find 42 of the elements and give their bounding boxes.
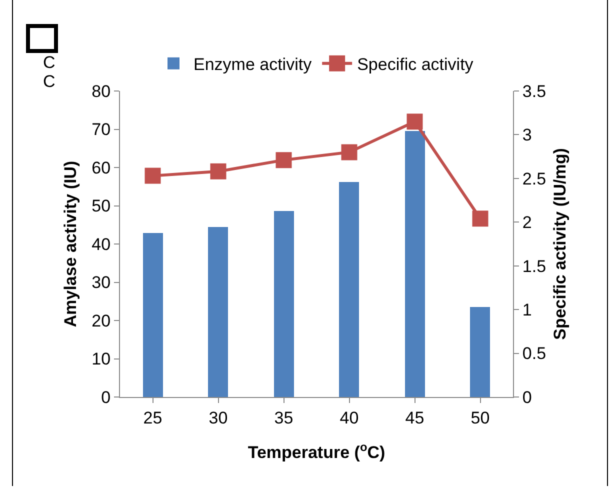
x-tick-label: 35 <box>274 408 294 428</box>
point <box>341 144 358 160</box>
y-tick-label: 70 <box>92 120 111 140</box>
y2-tick-label: 3 <box>522 126 532 145</box>
y-tick-label: 0 <box>101 388 111 407</box>
y2-tick-label: 0.5 <box>522 344 546 364</box>
point <box>210 163 226 180</box>
bar <box>405 131 425 397</box>
y-tick-label: 50 <box>92 196 111 216</box>
y-tick-label: 40 <box>92 234 111 254</box>
y2-tick-label: 1 <box>522 300 532 320</box>
point <box>406 114 423 130</box>
y2-tick-label: 2.5 <box>522 169 546 188</box>
bar <box>274 211 294 397</box>
y-axis-title: Amylase activity (IU) <box>61 160 80 328</box>
text: C <box>43 72 56 91</box>
bar <box>470 307 490 397</box>
x-tick-label: 50 <box>470 408 490 428</box>
y2-tick-label: 2 <box>522 213 532 232</box>
bar <box>143 233 163 397</box>
point <box>276 152 292 168</box>
y-tick-label: 30 <box>92 273 111 292</box>
bar <box>339 182 359 397</box>
y2-tick-label: 0 <box>522 388 532 407</box>
bar <box>208 227 228 397</box>
point <box>472 210 488 227</box>
x-tick-label: 45 <box>405 408 424 428</box>
legend-label: Specific activity <box>357 55 474 74</box>
y2-tick-label: 3.5 <box>522 82 546 101</box>
y-tick-label: 20 <box>92 311 111 330</box>
legend-label: Enzyme activity <box>194 55 312 74</box>
x-tick-label: 25 <box>143 408 162 428</box>
y-tick-label: 10 <box>92 350 111 369</box>
x-axis-title: Temperature ($^{o}$C) <box>248 440 386 462</box>
y2-axis-title: Specific activity (IU/mg) <box>550 148 570 340</box>
text: C <box>43 53 56 72</box>
y-tick-label: 60 <box>92 158 111 178</box>
point <box>144 168 161 184</box>
x-tick-label: 30 <box>208 408 228 428</box>
x-tick-label: 40 <box>340 408 359 428</box>
y-tick-label: 80 <box>92 82 111 101</box>
y2-tick-label: 1.5 <box>522 256 546 276</box>
